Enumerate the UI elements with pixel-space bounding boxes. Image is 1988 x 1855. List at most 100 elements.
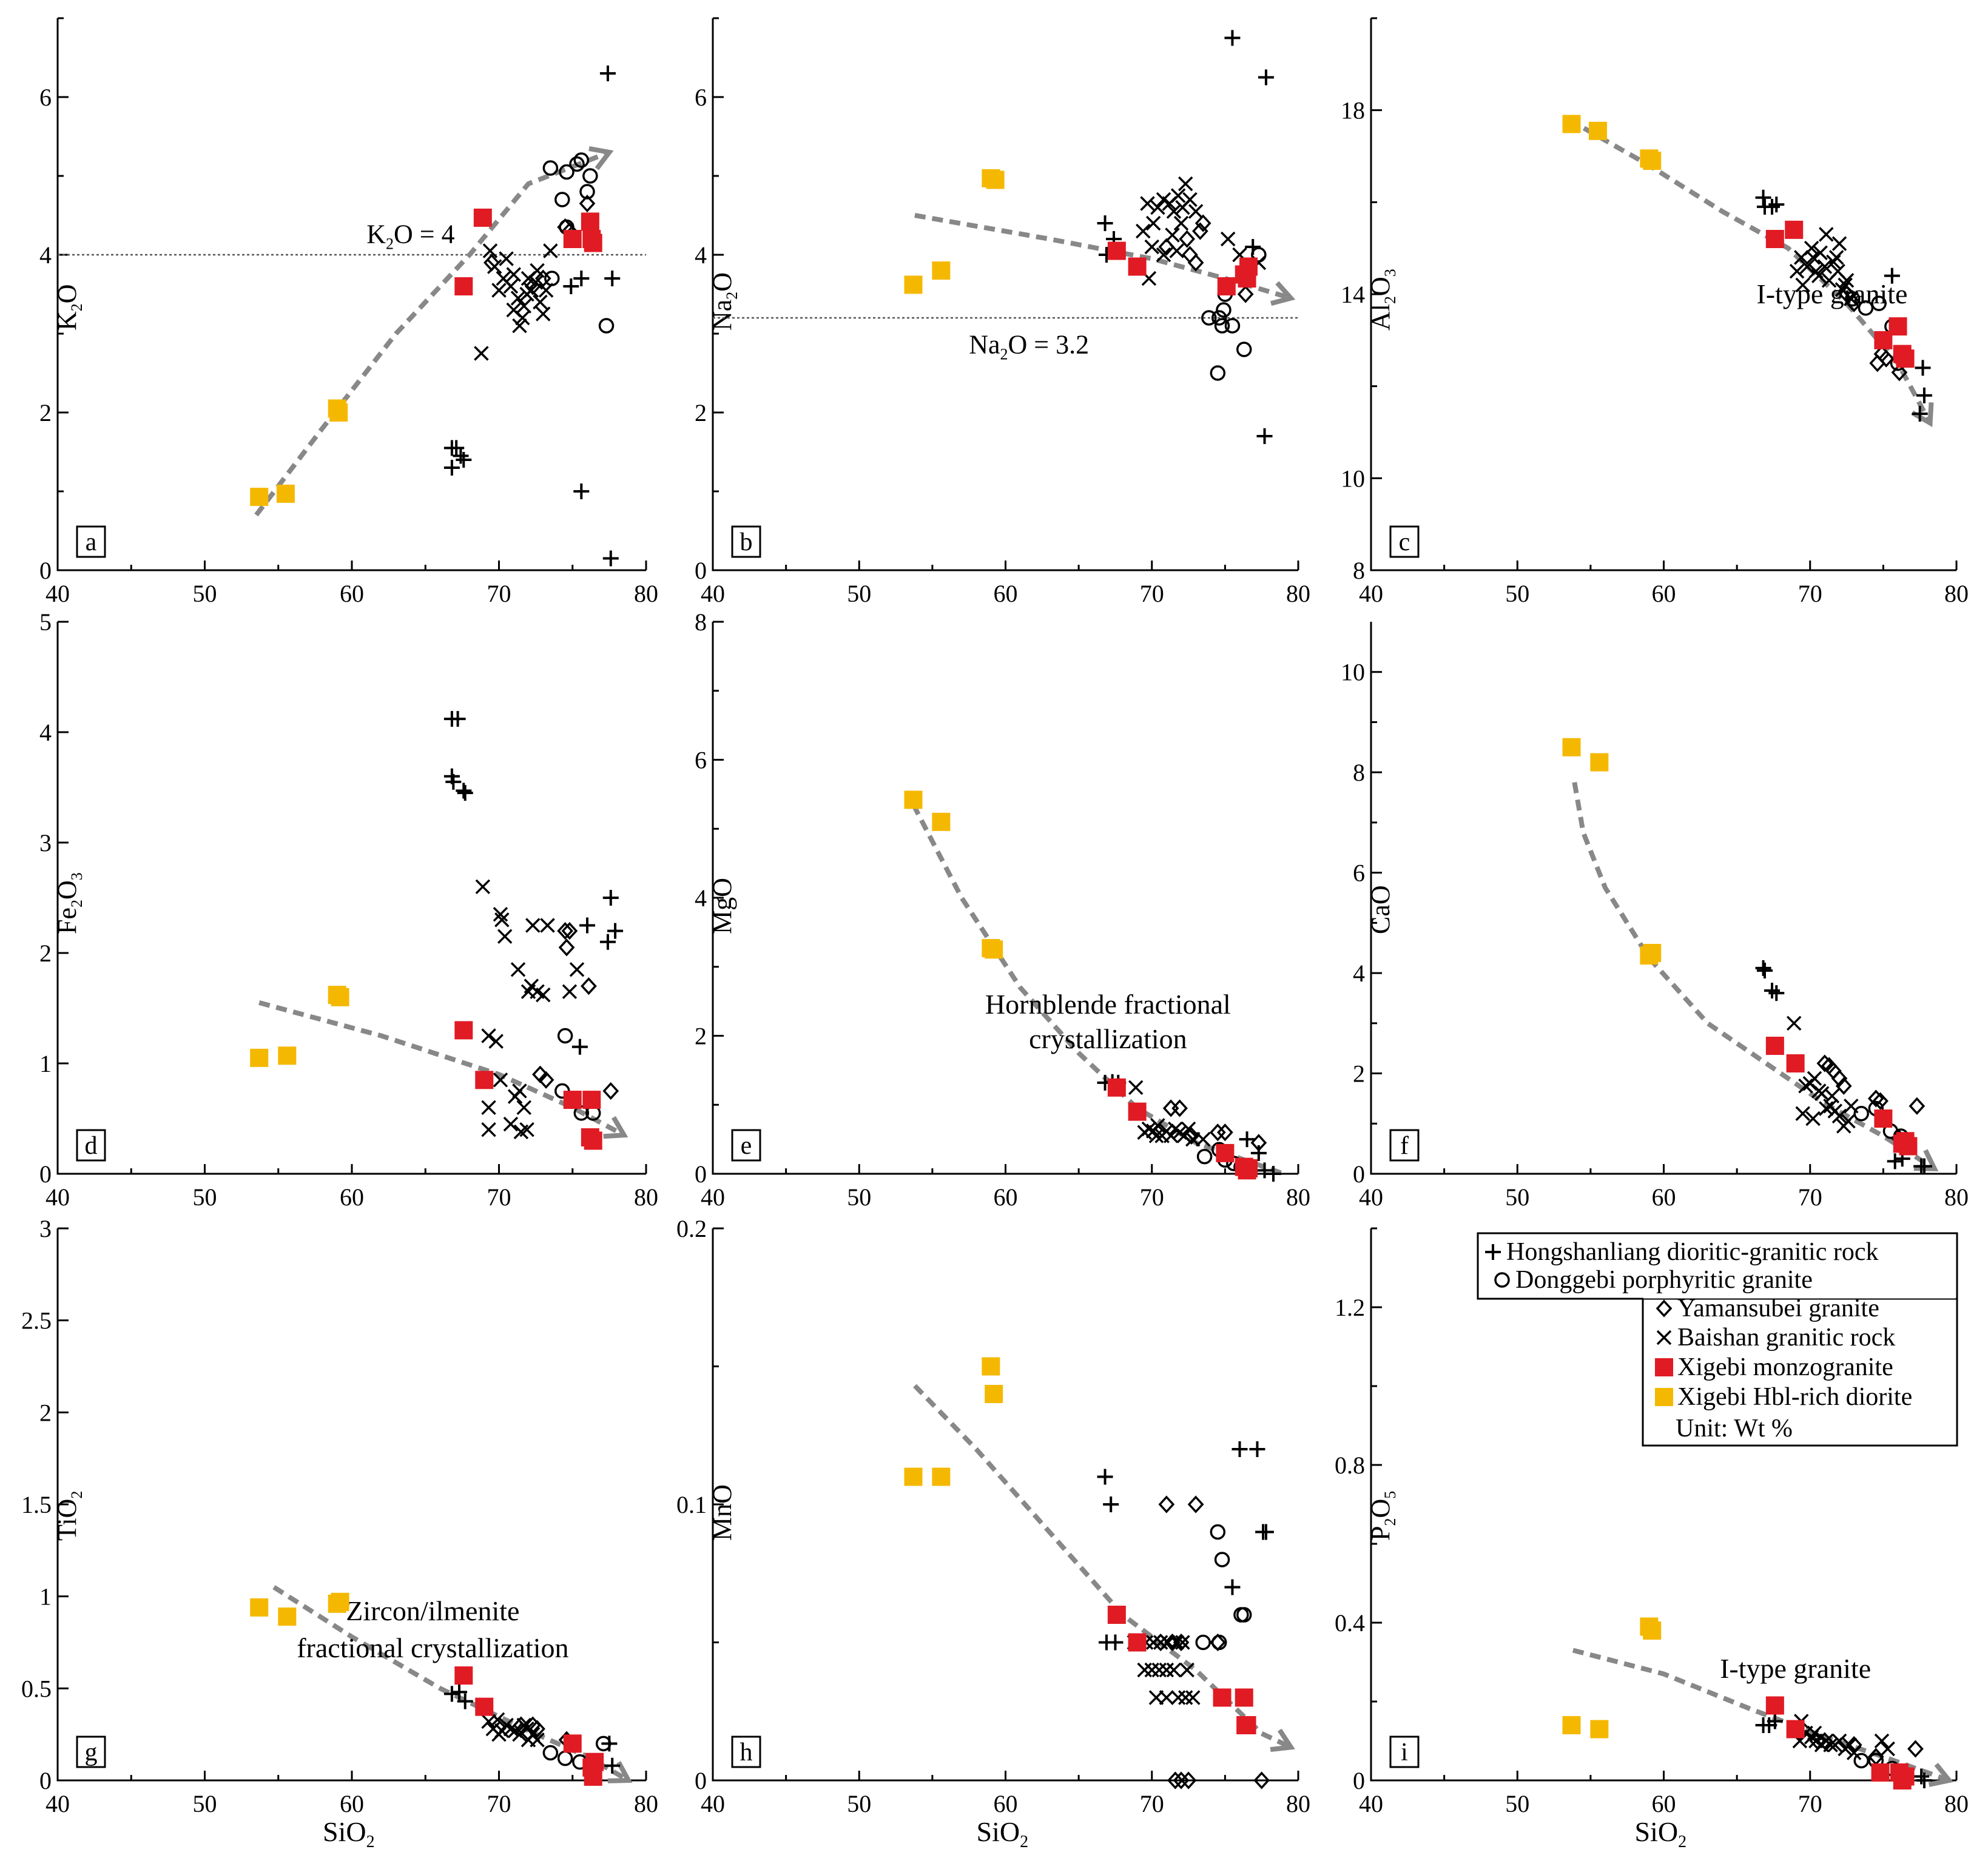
data-point: [1217, 277, 1236, 295]
data-point: [1179, 1662, 1194, 1678]
data-point: [1846, 1745, 1862, 1760]
data-point: [573, 152, 590, 168]
legend-label: Donggebi porphyritic granite: [1515, 1266, 1813, 1294]
data-point: [573, 483, 590, 499]
series-diamond: [1158, 214, 1254, 303]
data-point: [1165, 227, 1180, 243]
data-point: [1907, 1740, 1924, 1758]
y-tick-label: 4: [39, 719, 52, 746]
data-point: [1178, 176, 1193, 192]
data-point: [1889, 317, 1907, 336]
data-point: [1874, 1733, 1890, 1749]
data-point: [1253, 1771, 1270, 1789]
data-point: [1181, 1121, 1196, 1137]
x-tick-label: 60: [994, 1183, 1018, 1211]
data-point: [1136, 223, 1151, 239]
data-point: [1107, 241, 1126, 260]
data-point: [1915, 360, 1931, 376]
data-point: [533, 294, 548, 310]
data-point: [250, 488, 269, 507]
y-tick-label: 6: [1353, 860, 1365, 887]
x-tick-label: 60: [994, 1790, 1018, 1817]
data-point: [445, 773, 462, 790]
data-point: [1128, 257, 1147, 276]
axes-e: [712, 622, 1298, 1175]
data-point: [250, 1598, 269, 1617]
trend-line: [913, 1384, 1292, 1750]
panel-letter-box: [1389, 525, 1420, 558]
series-diamond: [1152, 1495, 1270, 1789]
data-point: [1831, 236, 1847, 251]
data-point: [1175, 1635, 1190, 1650]
x-axis-label: SiO2: [1635, 1816, 1687, 1851]
data-point: [503, 278, 519, 294]
data-point: [1148, 1128, 1164, 1143]
data-point: [1214, 1552, 1230, 1567]
data-point: [1217, 1123, 1233, 1142]
data-point: [481, 1028, 496, 1043]
data-point: [1210, 365, 1226, 381]
data-point: [499, 251, 514, 266]
data-point: [1166, 204, 1182, 219]
y-tick-label: 4: [695, 241, 707, 269]
data-point: [521, 271, 536, 286]
x-tick-label: 50: [193, 1183, 217, 1211]
series-red_square: [454, 208, 602, 295]
data-point: [602, 1082, 619, 1100]
series-red_square: [1765, 220, 1915, 368]
data-point: [1765, 230, 1784, 248]
data-point: [456, 783, 472, 799]
data-point: [1250, 1134, 1267, 1152]
data-point: [1807, 1071, 1822, 1086]
reference-line-label: Na2O = 3.2: [969, 330, 1089, 363]
panel-letter-box: [76, 525, 106, 558]
data-point: [1813, 245, 1828, 260]
data-point: [1789, 263, 1805, 279]
data-point: [1795, 277, 1810, 293]
data-point: [904, 275, 923, 294]
data-point: [473, 208, 492, 227]
x-axis-label: SiO2: [323, 1816, 375, 1851]
data-point: [1249, 1441, 1265, 1457]
data-point: [506, 267, 521, 282]
y-tick-label: 0: [695, 1160, 707, 1188]
panel-h: 40 50 60 70 80 0 0.1 0.2 MnO SiO2 h: [676, 1215, 1310, 1851]
data-point: [1756, 962, 1773, 978]
data-point: [488, 1034, 504, 1049]
series-plus: [1755, 960, 1932, 1174]
trend-line: [272, 1585, 630, 1783]
x-tick-label: 70: [1798, 580, 1822, 607]
data-point: [1187, 254, 1204, 272]
panel-letter: g: [85, 1739, 98, 1766]
x-tick-label: 80: [1944, 1790, 1969, 1817]
series-cross: [1128, 1080, 1211, 1147]
data-point: [457, 785, 473, 801]
axes-f: [1370, 622, 1956, 1175]
data-point: [904, 1467, 923, 1486]
x-tick-label: 40: [45, 1183, 70, 1211]
data-point: [456, 452, 472, 468]
data-point: [1195, 1131, 1211, 1147]
series-yellow_square: [1562, 115, 1662, 170]
x-tick-label: 60: [994, 580, 1018, 607]
panel-letter: e: [741, 1132, 752, 1160]
data-point: [1853, 1752, 1869, 1769]
data-point: [563, 1734, 582, 1753]
legend-entries: Hongshanliang dioritic-granitic rockDong…: [1485, 1238, 1912, 1411]
data-point: [602, 550, 619, 567]
y-tick-label: 1.5: [21, 1491, 52, 1518]
data-point: [494, 912, 510, 928]
data-point: [1239, 1159, 1258, 1177]
legend-unit: Unit: Wt %: [1676, 1415, 1793, 1443]
data-point: [1173, 1771, 1190, 1789]
data-point: [932, 261, 951, 280]
data-point: [1144, 239, 1159, 255]
data-point: [1224, 318, 1241, 334]
data-point: [1170, 188, 1186, 203]
data-point: [982, 1357, 1000, 1376]
data-point: [1182, 192, 1198, 207]
data-point: [1210, 1524, 1226, 1540]
x-tick-label: 80: [1286, 1183, 1310, 1211]
data-point: [1224, 30, 1241, 46]
data-point: [529, 1720, 545, 1738]
